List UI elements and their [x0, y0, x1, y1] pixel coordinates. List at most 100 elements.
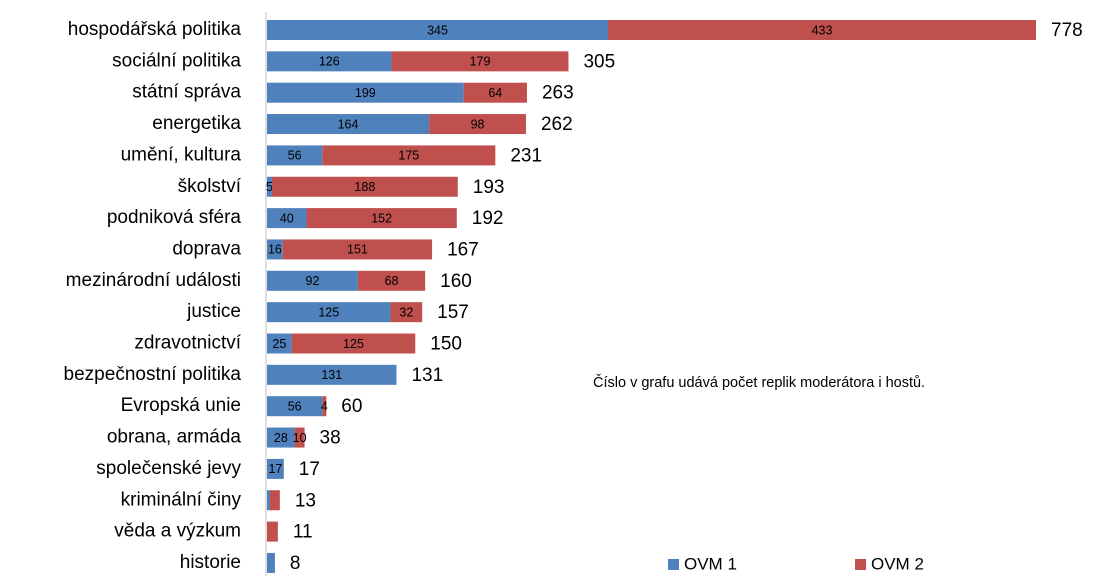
total-label: 8	[290, 553, 301, 574]
total-label: 231	[510, 145, 542, 166]
segment-label: 56	[288, 399, 302, 413]
bar-segment	[306, 208, 457, 229]
category-label: umění, kultura	[121, 144, 242, 165]
segment-label: 4	[321, 399, 328, 413]
total-label: 157	[437, 302, 469, 323]
bar-segment	[291, 333, 416, 354]
segment-label: 188	[354, 180, 375, 194]
bar-segment	[267, 51, 392, 72]
category-label: doprava	[172, 238, 241, 259]
category-label: hospodářská politika	[68, 19, 242, 40]
segment-label: 126	[319, 55, 340, 69]
category-label: státní správa	[132, 82, 241, 103]
category-label: energetika	[152, 113, 241, 134]
bar-segment	[267, 270, 358, 291]
segment-label: 175	[398, 149, 419, 163]
segment-label: 125	[318, 305, 339, 319]
category-label: Evropská unie	[121, 395, 241, 416]
segment-label: 98	[471, 117, 485, 131]
bar-segment	[463, 82, 527, 103]
segment-label: 433	[812, 23, 833, 37]
segment-label: 56	[288, 149, 302, 163]
total-label: 60	[341, 396, 362, 417]
legend-label: OVM 2	[871, 554, 924, 573]
total-label: 167	[447, 239, 479, 260]
segment-label: 32	[399, 305, 413, 319]
bar-segment	[267, 239, 283, 260]
segment-label: 5	[266, 180, 273, 194]
segment-label: 92	[306, 274, 320, 288]
bar-segment	[357, 270, 426, 291]
bar-segment	[429, 114, 526, 135]
segment-label: 131	[321, 368, 342, 382]
bar-segment	[267, 552, 275, 573]
segment-label: 10	[293, 431, 307, 445]
segment-label: 25	[272, 337, 286, 351]
segment-label: 125	[343, 337, 364, 351]
legend-label: OVM 1	[684, 554, 737, 573]
total-label: 38	[320, 428, 341, 449]
segment-label: 64	[488, 86, 502, 100]
total-label: 305	[583, 51, 615, 72]
bar-segment	[322, 145, 496, 166]
bar-segment	[267, 114, 430, 135]
category-label: sociální politika	[112, 50, 241, 71]
bar-segment	[267, 427, 295, 448]
total-label: 160	[440, 271, 472, 292]
bar-segment	[269, 490, 280, 511]
bar-segment	[608, 20, 1036, 40]
bar-segment	[267, 396, 323, 417]
category-label: justice	[186, 301, 241, 322]
category-label: historie	[180, 552, 241, 573]
bar-segment	[390, 302, 423, 323]
total-label: 150	[430, 334, 462, 355]
chart-note: Číslo v grafu udává počet replik moderát…	[593, 374, 925, 391]
category-label: kriminální činy	[121, 489, 242, 510]
bar-segment	[267, 176, 272, 197]
segment-label: 152	[371, 211, 392, 225]
legend-swatch	[855, 559, 866, 570]
bar-segment	[267, 521, 278, 542]
total-label: 262	[541, 114, 573, 135]
segment-label: 28	[274, 431, 288, 445]
bar-segment	[271, 176, 458, 197]
total-label: 192	[472, 208, 504, 229]
bar-segment	[267, 145, 323, 166]
bar-segment	[267, 333, 292, 354]
segment-label: 199	[355, 86, 376, 100]
legend-swatch	[668, 559, 679, 570]
bar-segment	[267, 458, 284, 479]
total-label: 778	[1051, 20, 1083, 41]
category-label: bezpečnostní politika	[64, 364, 242, 385]
category-label: podniková sféra	[107, 207, 242, 228]
bar-segment	[267, 20, 609, 40]
segment-label: 17	[268, 462, 282, 476]
bar-segment	[322, 396, 327, 417]
total-label: 263	[542, 83, 574, 104]
category-label: zdravotnictví	[134, 333, 241, 354]
total-label: 11	[293, 522, 313, 543]
segment-label: 16	[268, 243, 282, 257]
category-label: mezinárodní události	[66, 270, 241, 291]
segment-label: 68	[385, 274, 399, 288]
bar-segment	[267, 364, 397, 385]
total-label: 13	[295, 490, 316, 511]
segment-label: 345	[427, 23, 448, 37]
segment-label: 151	[347, 243, 368, 257]
total-label: 131	[411, 365, 443, 386]
category-label: školství	[178, 176, 242, 197]
bar-segment	[267, 82, 464, 103]
bar-segment	[267, 302, 391, 323]
category-label: obrana, armáda	[107, 427, 242, 448]
segment-label: 179	[470, 55, 491, 69]
segment-label: 40	[280, 211, 294, 225]
segment-label: 164	[338, 117, 359, 131]
bar-segment	[267, 208, 307, 229]
bar-segment	[294, 427, 305, 448]
category-label: společenské jevy	[96, 458, 241, 479]
total-label: 17	[299, 459, 320, 480]
total-label: 193	[473, 177, 505, 198]
category-label: věda a výzkum	[114, 521, 241, 542]
bar-segment	[267, 490, 270, 511]
